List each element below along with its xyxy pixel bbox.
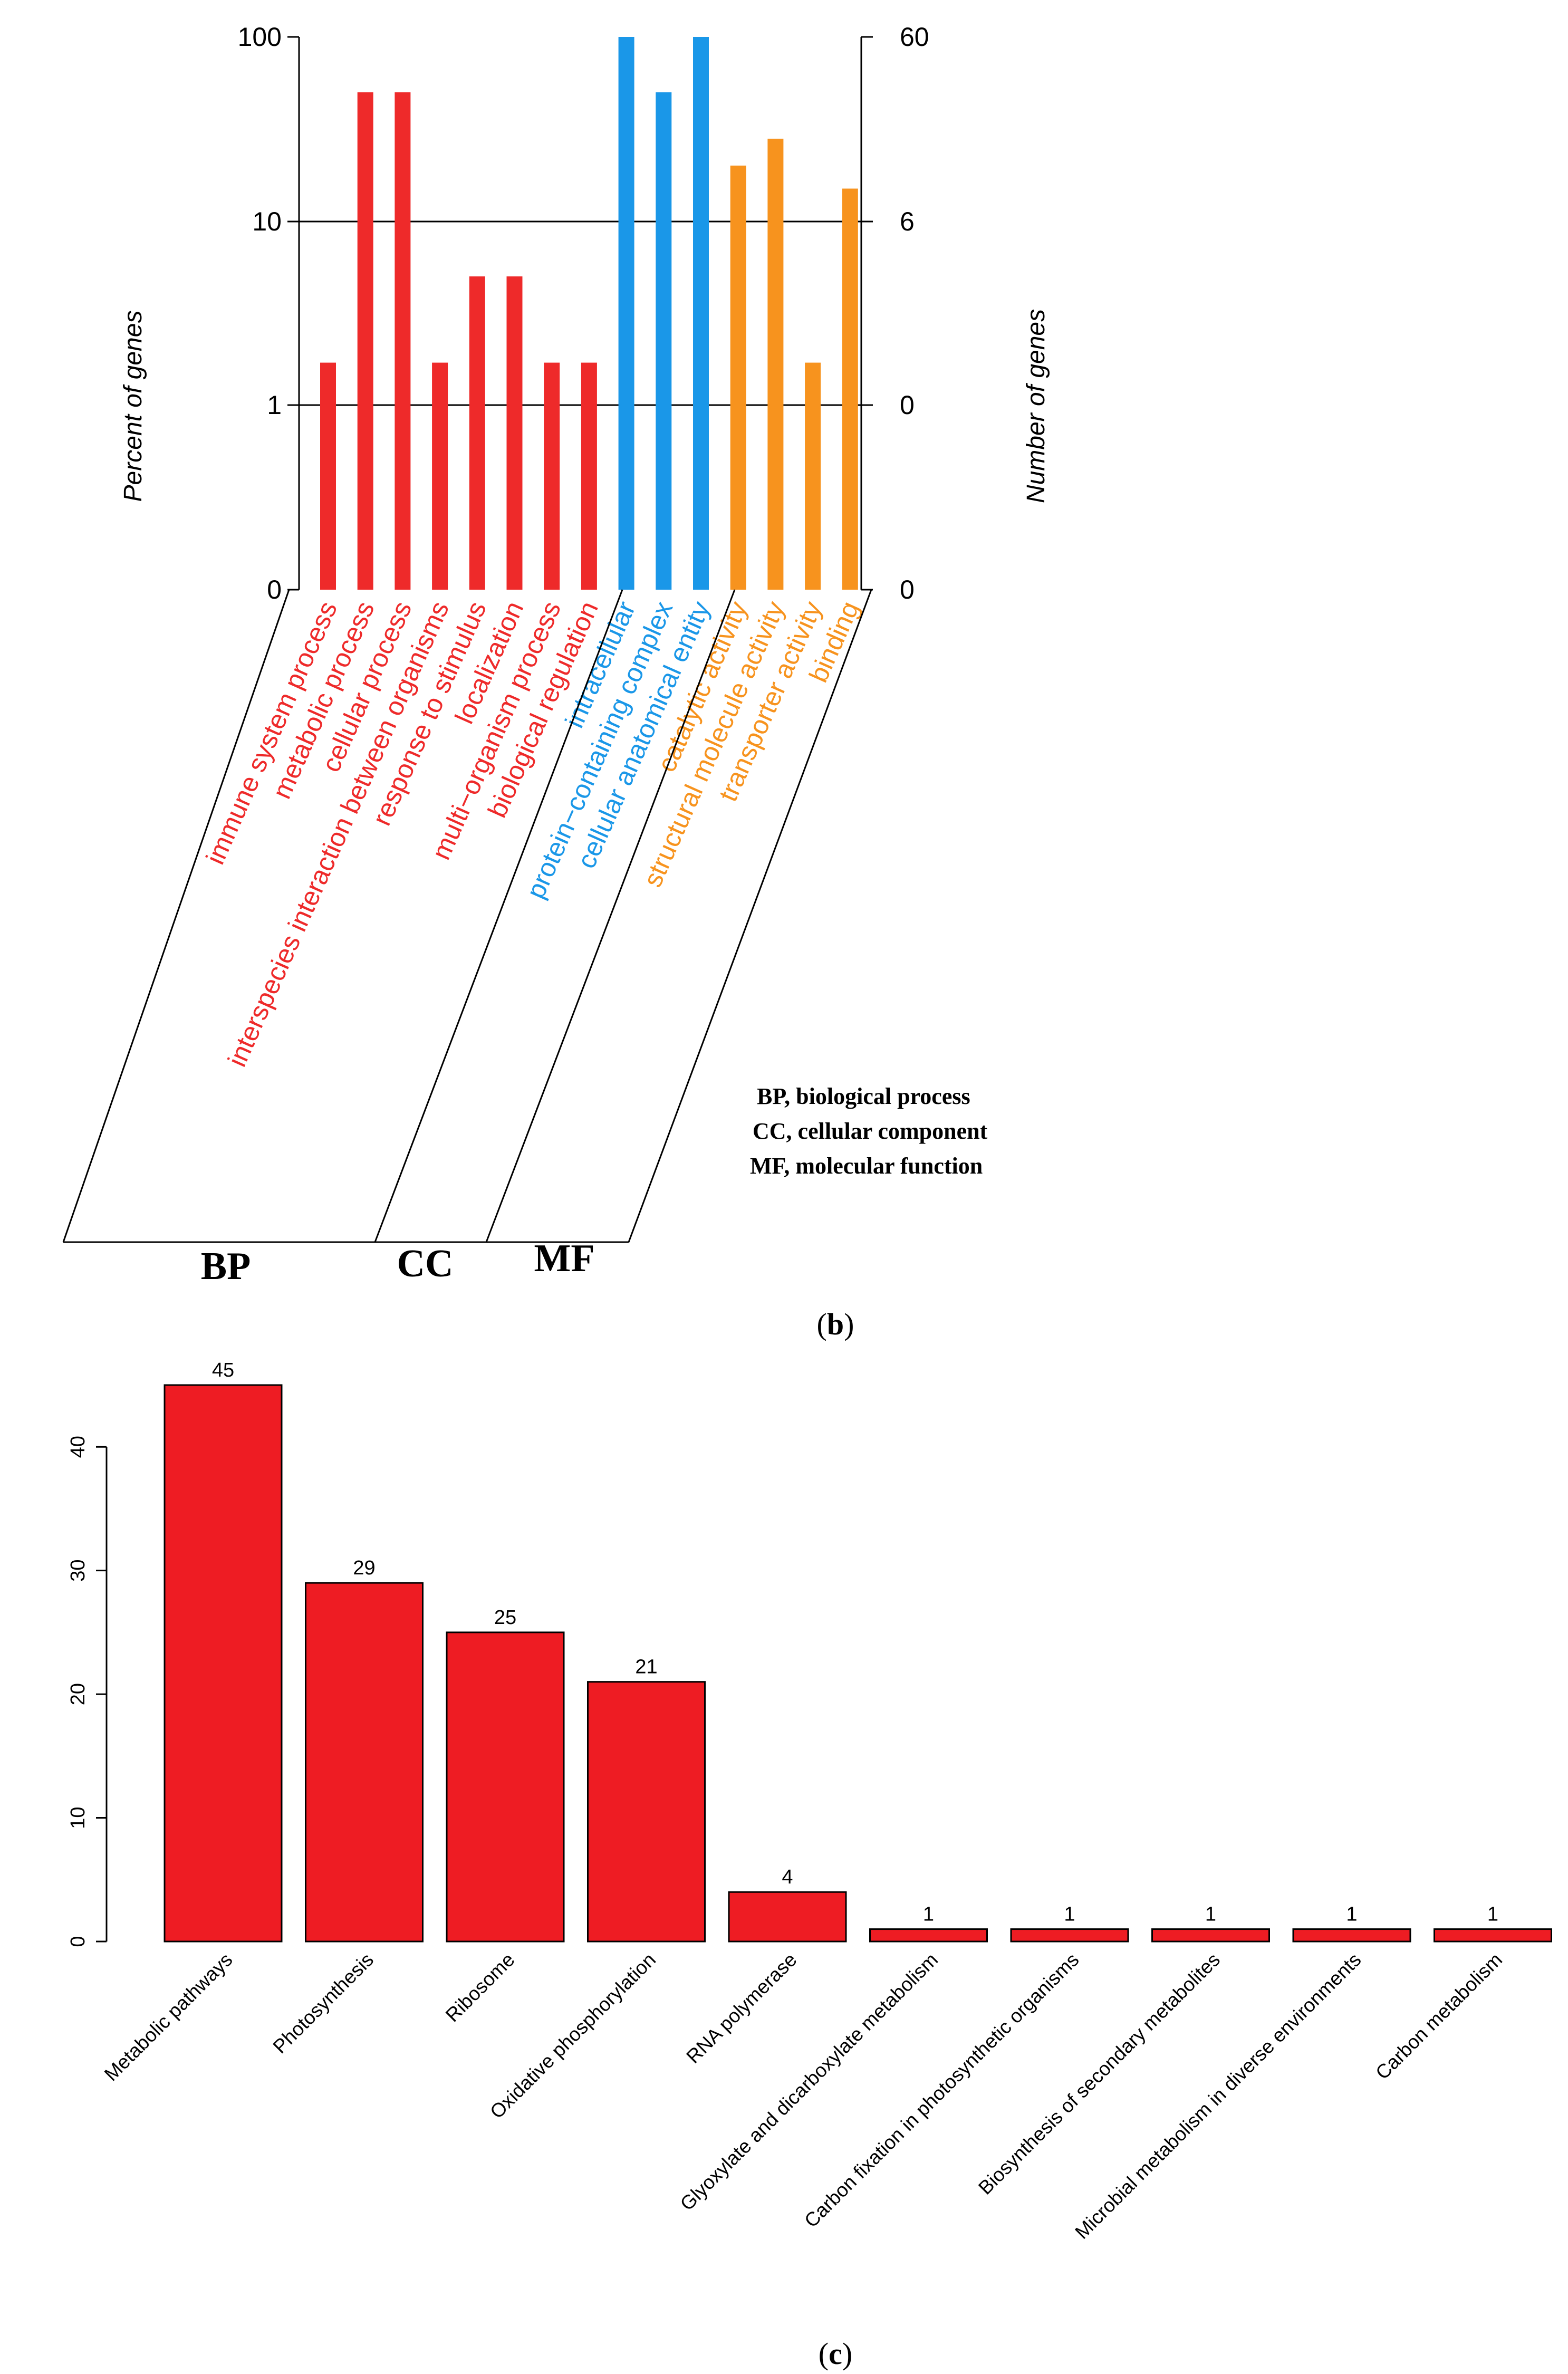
- category-label: Photosynthesis: [269, 1949, 378, 2058]
- kegg-bar: [728, 1891, 847, 1943]
- y-tick-label: 30: [67, 1560, 89, 1582]
- go-bar: [469, 276, 485, 590]
- grid-lines: [299, 220, 861, 406]
- left-tick-label: 1: [267, 390, 282, 420]
- right-tick-label: 60: [900, 22, 929, 52]
- value-labels: 45 29 25 21 4 1 1 1 1 1: [212, 1359, 1498, 1926]
- bracket-bp-cc: [374, 589, 623, 1243]
- category-label: Metabolic pathways: [100, 1949, 237, 2085]
- category-labels: Metabolic pathways Photosynthesis Ribosome…: [100, 1949, 1506, 2243]
- go-bar: [767, 138, 784, 590]
- kegg-bar: [1010, 1928, 1129, 1943]
- go-bar: [506, 276, 523, 590]
- go-bar: [395, 92, 411, 590]
- value-label: 1: [1346, 1904, 1357, 1926]
- y-tick-label: 10: [67, 1806, 89, 1829]
- value-label: 29: [353, 1557, 375, 1579]
- y-tick-label: 40: [67, 1436, 89, 1458]
- category-label: Microbial metabolism in diverse environm…: [1071, 1949, 1365, 2243]
- kegg-bar: [1434, 1928, 1552, 1943]
- legend-bp: BP, biological process: [757, 1083, 970, 1109]
- panel-label-c: (c): [819, 2337, 852, 2371]
- panel-label-b: (b): [817, 1307, 854, 1341]
- go-bar: [618, 37, 634, 590]
- value-label: 1: [1487, 1904, 1498, 1926]
- bracket-mf-right: [628, 589, 872, 1243]
- kegg-bar: [1292, 1928, 1411, 1943]
- value-label: 1: [1205, 1904, 1216, 1926]
- bracket-cc-mf: [485, 589, 736, 1243]
- kegg-bar: [869, 1928, 988, 1943]
- category-label: Biosynthesis of secondary metabolites: [974, 1949, 1224, 2199]
- legend-mf: MF, molecular function: [750, 1153, 983, 1179]
- go-bar: [357, 92, 373, 590]
- kegg-bars: [163, 1384, 1552, 1943]
- group-label-bp: BP: [201, 1245, 251, 1288]
- y-axis-left-title: Percent of genes: [119, 311, 147, 502]
- group-brackets: [62, 589, 872, 1243]
- y-axis-right-title: Number of genes: [1022, 309, 1050, 503]
- bracket-bp-left: [62, 589, 290, 1243]
- kegg-bar: [446, 1631, 565, 1943]
- y-axis: [96, 1446, 108, 1943]
- go-bar: [842, 188, 858, 590]
- value-label: 1: [923, 1904, 934, 1926]
- value-label: 1: [1064, 1904, 1075, 1926]
- panel-c-kegg-chart: 0 10 20 30 40 45 29 25 21 4 1 1 1 1 1 Metabolic pathw…: [67, 1359, 1552, 2371]
- category-label: Ribosome: [441, 1949, 519, 2026]
- kegg-bar: [1151, 1928, 1270, 1943]
- go-bar: [432, 362, 448, 590]
- left-tick-label: 0: [267, 575, 282, 604]
- category-label: Oxidative phosphorylation: [486, 1949, 660, 2123]
- right-tick-label: 0: [900, 390, 915, 420]
- go-bar: [320, 362, 336, 590]
- go-bar: [544, 362, 560, 590]
- kegg-bar: [163, 1384, 283, 1943]
- group-label-cc: CC: [397, 1242, 454, 1285]
- group-label-mf: MF: [534, 1237, 594, 1280]
- go-bar: [805, 362, 821, 590]
- category-label: Glyoxylate and dicarboxylate metabolism: [676, 1949, 942, 2215]
- legend-cc: CC, cellular component: [753, 1118, 988, 1144]
- y-tick-label: 20: [67, 1683, 89, 1705]
- category-label: Carbon metabolism: [1371, 1949, 1506, 2084]
- y-tick-label: 0: [67, 1936, 89, 1947]
- right-tick-label: 6: [900, 207, 915, 236]
- go-bar: [693, 37, 709, 590]
- category-label: RNA polymerase: [682, 1949, 801, 2068]
- axes: [287, 36, 873, 591]
- go-bars: [320, 37, 858, 590]
- value-label: 25: [494, 1607, 516, 1629]
- go-bar: [730, 165, 746, 590]
- value-label: 4: [782, 1866, 793, 1888]
- go-bar: [656, 92, 672, 590]
- kegg-bar: [305, 1582, 424, 1943]
- left-tick-label: 100: [238, 22, 282, 52]
- category-label: Carbon fixation in photosynthetic organi…: [800, 1949, 1083, 2232]
- y-tick-labels: 0 10 20 30 40: [67, 1436, 89, 1947]
- value-label: 45: [212, 1359, 234, 1381]
- kegg-bar: [587, 1681, 706, 1943]
- right-tick-label: 0: [900, 575, 915, 604]
- panel-b-go-chart: 100 10 1 0 60 6 0 0 Percent of genes Num…: [62, 22, 1050, 1341]
- go-bar: [581, 362, 597, 590]
- value-label: 21: [635, 1656, 657, 1678]
- left-tick-label: 10: [252, 207, 282, 236]
